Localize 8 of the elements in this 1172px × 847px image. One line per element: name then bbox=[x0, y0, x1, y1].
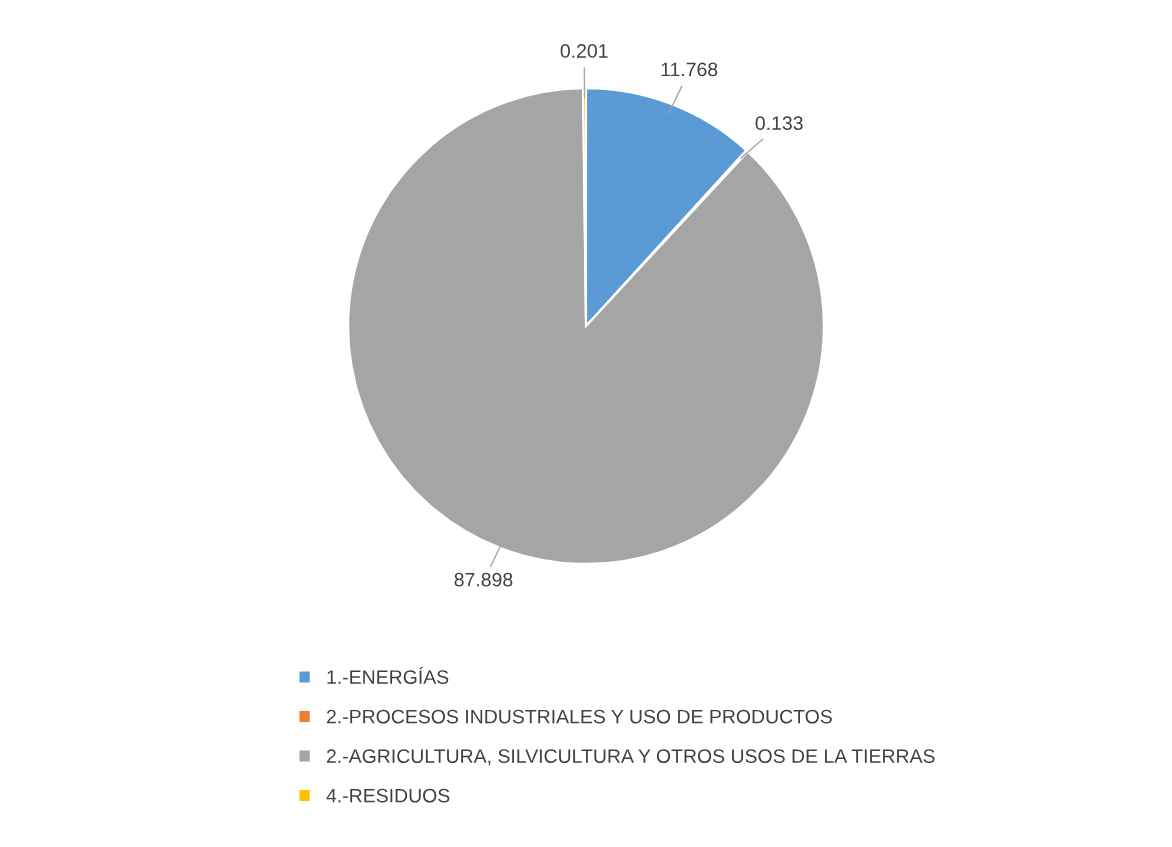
legend-label: 2.-AGRICULTURA, SILVICULTURA Y OTROS USOS DE LA TIERRAS bbox=[326, 749, 935, 766]
data-label: 0.133 bbox=[755, 116, 803, 131]
legend-label: 1.-ENERGÍAS bbox=[327, 666, 449, 684]
legend-label: 4.-RESIDUOS bbox=[326, 788, 450, 803]
data-label: 0.201 bbox=[560, 44, 608, 58]
data-label: 87.898 bbox=[454, 572, 513, 587]
legend-label: 2.-PROCESOS INDUSTRIALES Y USO DE PRODUCTOS bbox=[326, 709, 832, 724]
data-label: 11.768 bbox=[661, 62, 718, 77]
